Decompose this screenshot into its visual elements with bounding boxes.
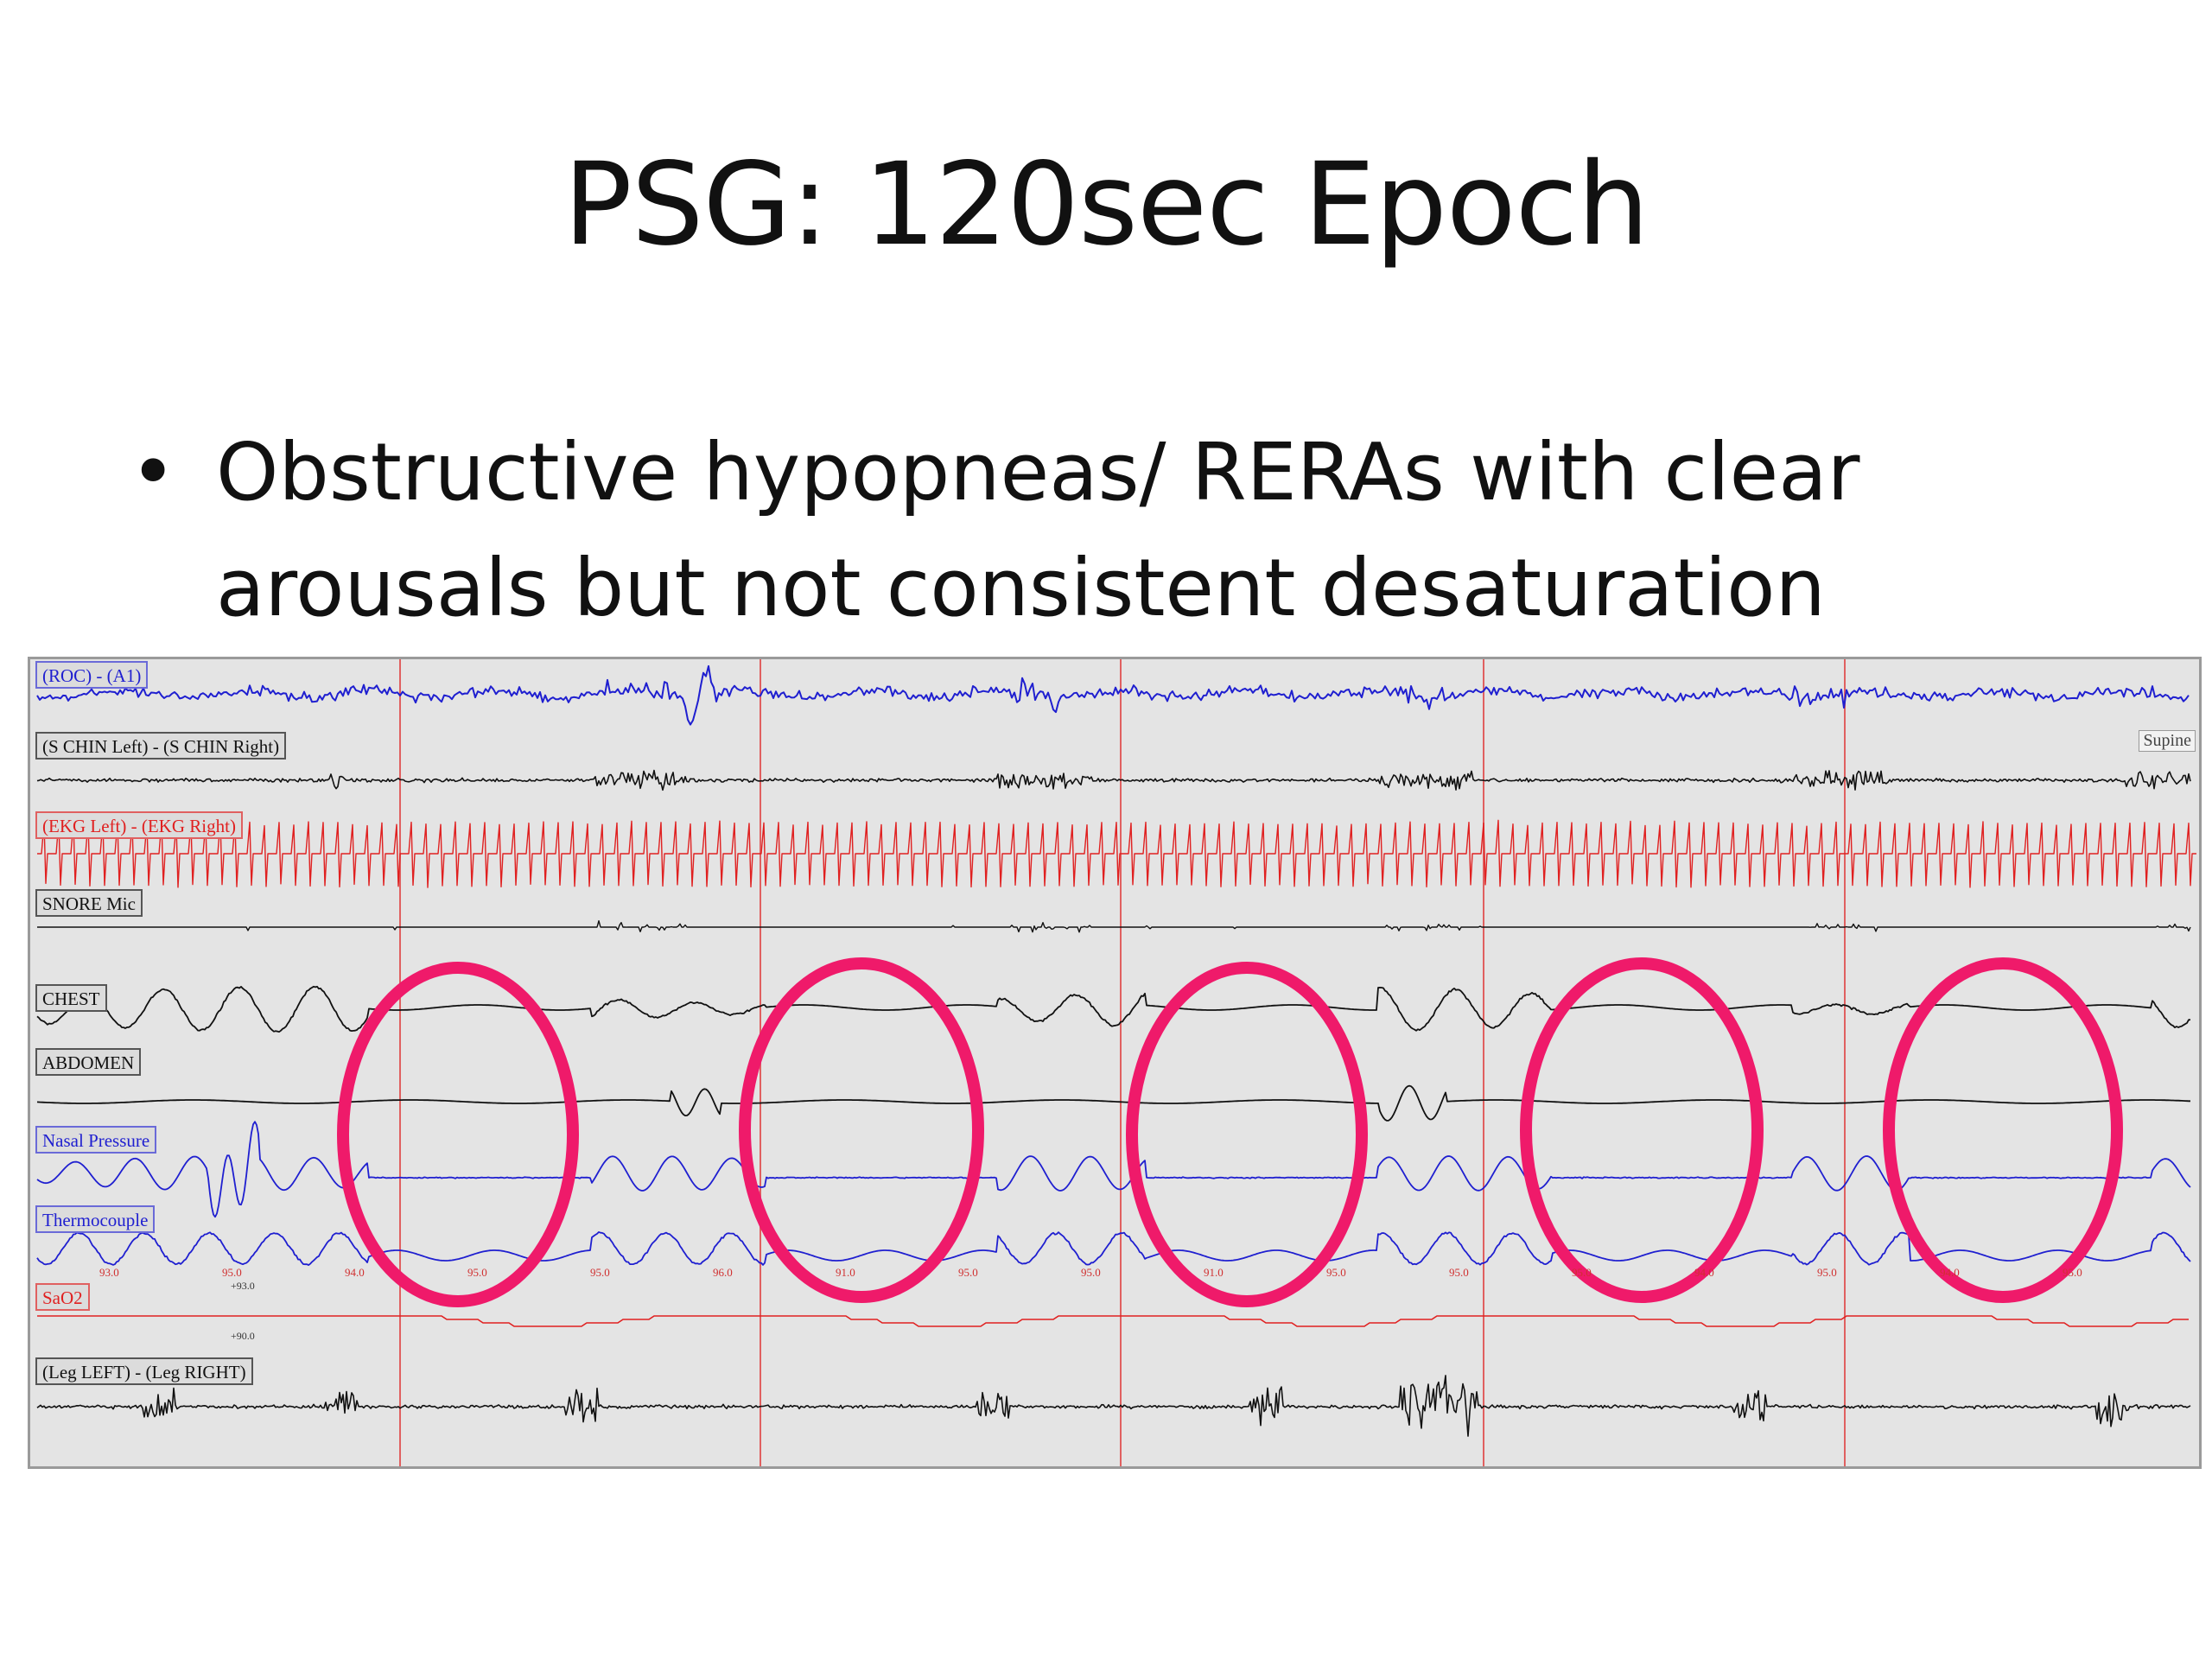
sao2-tick: 94.0 [1940,1266,1960,1279]
sao2-tick: 95.0 [1449,1266,1469,1279]
bullet-marker: • [130,426,177,518]
channel-label-sao2: SaO2 [35,1283,90,1311]
sao2-tick: 96.0 [713,1266,733,1279]
hypopnea-event-ellipse [739,957,984,1303]
channel-label-abdomen: ABDOMEN [35,1048,142,1076]
sao2-tick: 94.0 [345,1266,365,1279]
sao2-tick: 95.0 [1081,1266,1101,1279]
sao2-tick: 95.0 [590,1266,610,1279]
channel-label-thermocouple: Thermocouple [35,1205,156,1233]
roc-trace [36,664,2190,726]
bullet-item: Obstructive hypopneas/ RERAs with clear … [216,426,1860,634]
channel-label-leg: (Leg LEFT) - (Leg RIGHT) [35,1357,253,1385]
sao2-tick: 91.0 [836,1266,855,1279]
sao2-tick: 95.0 [1817,1266,1837,1279]
slide-title: PSG: 120sec Epoch [563,138,1649,271]
sao2-tick: 91.0 [1204,1266,1224,1279]
sao2-tick: 95.0 [958,1266,978,1279]
chest-trace [36,985,2191,1033]
channel-label-nasal-pressure: Nasal Pressure [35,1126,157,1154]
sao2-tick: 94.0 [1694,1266,1714,1279]
body-position-label: Supine [2139,730,2196,752]
channel-label-roc: (ROC) - (A1) [35,661,149,689]
sao2-tick: 93.0 [99,1266,119,1279]
snore-trace [37,920,2191,933]
channel-label-snore: SNORE Mic [35,889,143,917]
psg-waveform-canvas [36,659,2196,1466]
sao2-tick: 95.0 [467,1266,487,1279]
ekg-trace [37,819,2196,888]
sao2-tick: 95.0 [1572,1266,1592,1279]
sao2-scale-bottom: +90.0 [231,1330,255,1342]
hypopnea-event-ellipse [337,962,579,1307]
hypopnea-event-ellipse [1883,957,2123,1303]
thermocouple-trace [36,1231,2191,1266]
psg-epoch-view: (ROC) - (A1) (S CHIN Left) - (S CHIN Rig… [28,657,2202,1469]
sao2-trace [37,1315,2189,1327]
leg-emg-trace [36,1375,2191,1437]
sao2-tick: 95.0 [1326,1266,1346,1279]
channel-label-chest: CHEST [35,984,107,1012]
abdomen-trace [36,1084,2190,1122]
sao2-scale-top: +93.0 [231,1280,255,1292]
channel-label-chin: (S CHIN Left) - (S CHIN Right) [35,732,287,760]
event-annotations [337,957,2123,1307]
hypopnea-event-ellipse [1520,957,1764,1303]
channel-label-ekg: (EKG Left) - (EKG Right) [35,811,243,839]
nasal-pressure-trace [36,1121,2191,1218]
waveforms [36,664,2196,1437]
sao2-tick: 95.0 [222,1266,242,1279]
hypopnea-event-ellipse [1126,962,1368,1307]
sao2-tick: 95.0 [2063,1266,2082,1279]
epoch-gridlines [399,659,1846,1466]
chin-emg-trace [36,769,2191,791]
